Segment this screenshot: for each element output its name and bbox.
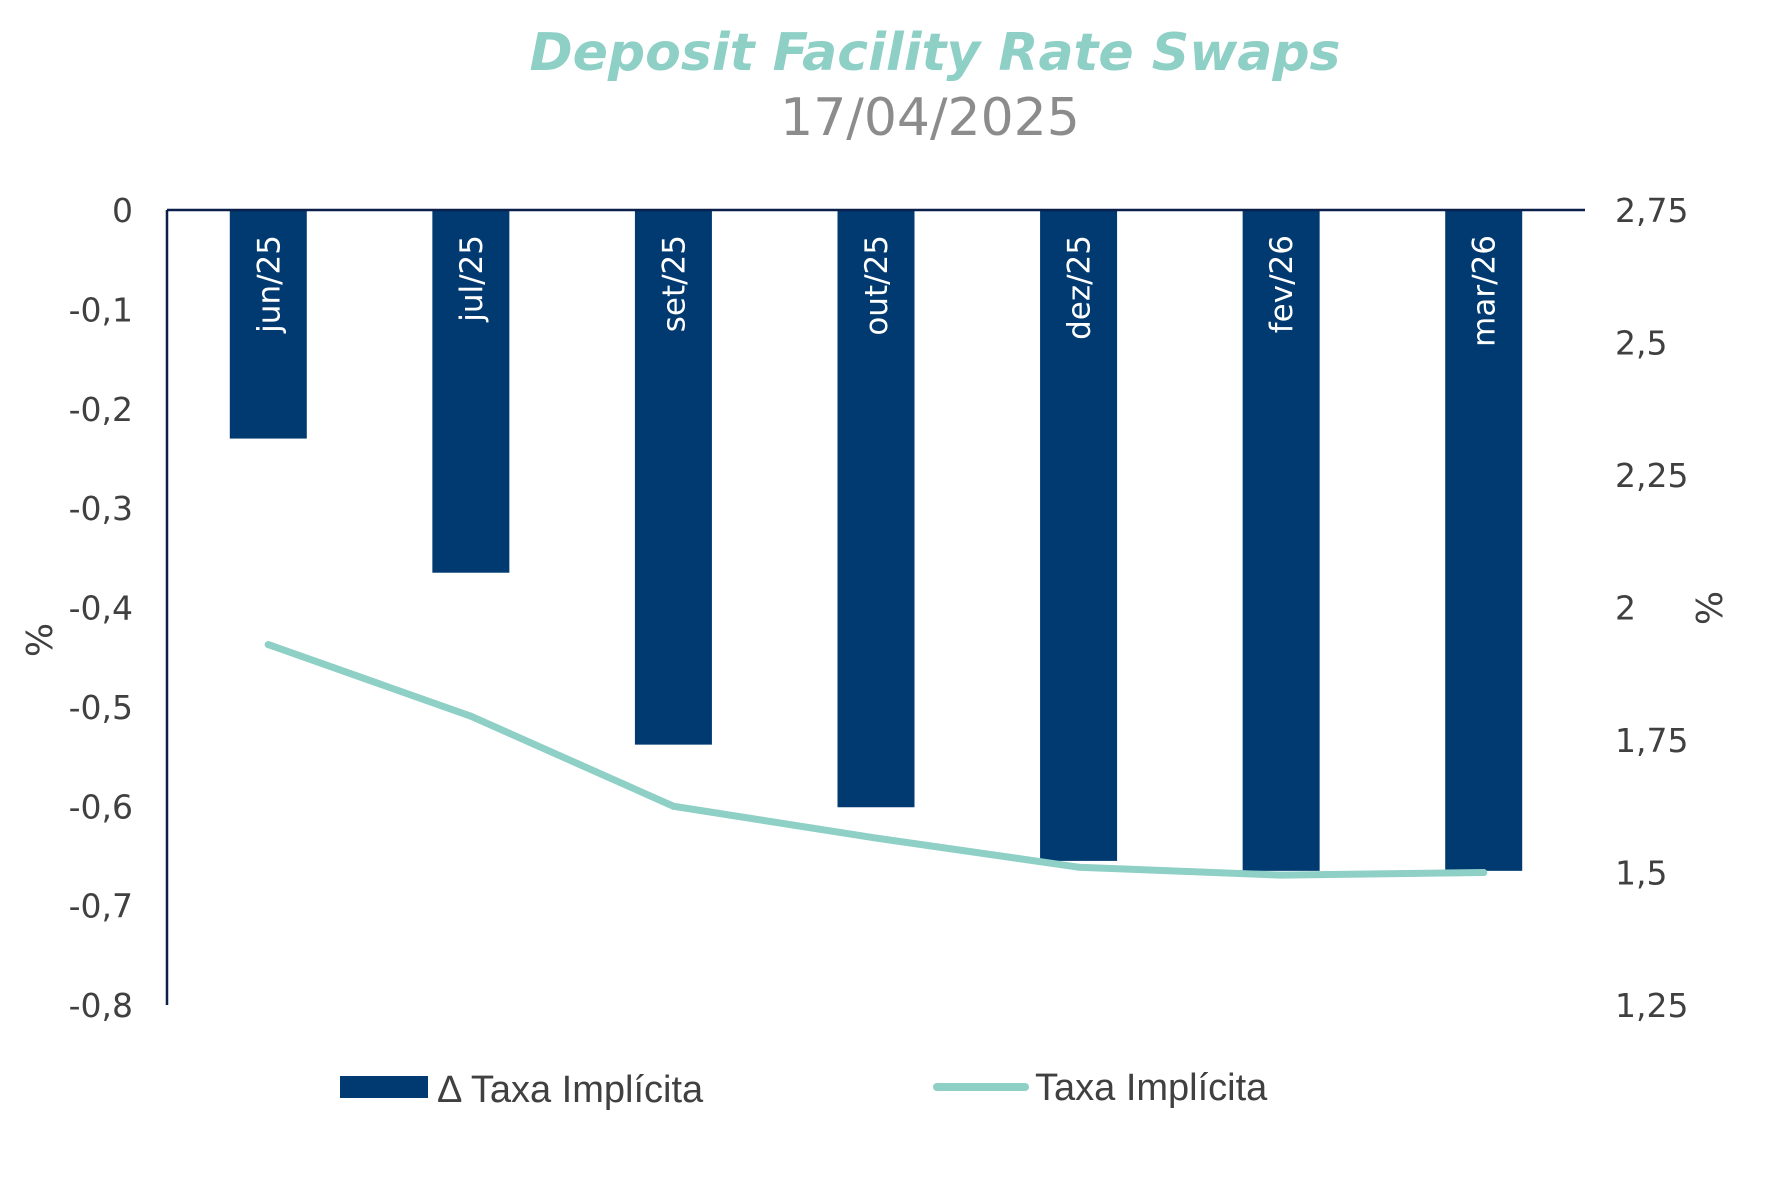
line-point [872, 834, 880, 842]
bar-category-label: jun/25 [251, 235, 287, 334]
y-tick-label: -0,6 [69, 787, 133, 826]
y2-tick-label: 2,75 [1615, 191, 1688, 230]
y2-tick-label: 1,75 [1615, 721, 1688, 760]
y-tick-label: -0,5 [69, 688, 133, 727]
y2-axis-title: % [1690, 591, 1731, 625]
bar-out-25 [837, 210, 915, 808]
line-point [1277, 871, 1285, 879]
line-group [264, 641, 1488, 879]
line-point [264, 641, 272, 649]
y-tick-label: -0,2 [69, 390, 133, 429]
axes-group [165, 208, 1585, 1005]
left-axis-ticks: 0 -0,1 -0,2 -0,3 -0,4 -0,5 -0,6 -0,7 -0,8 [69, 191, 133, 1025]
chart-subtitle: 17/04/2025 [780, 88, 1080, 148]
y2-tick-label: 2,25 [1615, 456, 1688, 495]
line-point [1480, 869, 1488, 876]
bar-category-label: out/25 [859, 235, 895, 336]
y-tick-label: 0 [112, 191, 133, 230]
y-tick-label: -0,8 [69, 986, 133, 1025]
bar-set-25 [634, 210, 712, 745]
legend: Δ Taxa Implícita Taxa Implícita [340, 1067, 1268, 1111]
y-tick-label: -0,4 [69, 589, 133, 628]
bar-dez-25 [1040, 210, 1118, 861]
chart-title: Deposit Facility Rate Swaps [529, 23, 1340, 83]
bar-category-label: set/25 [656, 235, 692, 332]
y-axis-title: % [20, 623, 61, 657]
bar-category-label: mar/26 [1467, 235, 1503, 347]
y2-tick-label: 1,5 [1615, 854, 1667, 893]
legend-line-label: Taxa Implícita [1035, 1067, 1268, 1109]
y-tick-label: -0,3 [69, 489, 133, 528]
legend-bar-swatch [340, 1076, 428, 1098]
line-point [669, 802, 677, 810]
bar-category-label: dez/25 [1062, 235, 1098, 340]
bar-jul-25 [432, 210, 510, 573]
line-point [1075, 863, 1083, 871]
y2-tick-label: 1,25 [1615, 986, 1688, 1025]
y2-tick-label: 2 [1615, 589, 1636, 628]
bar-category-label: fev/26 [1264, 235, 1300, 333]
right-axis-ticks: 2,75 2,5 2,25 2 1,75 1,5 1,25 [1615, 191, 1688, 1025]
bar-category-label: jul/25 [454, 235, 490, 323]
legend-bar-label: Δ Taxa Implícita [437, 1069, 704, 1111]
line-point [467, 712, 475, 720]
y-tick-label: -0,1 [69, 290, 133, 329]
bar-fev-26 [1242, 210, 1320, 871]
y2-tick-label: 2,5 [1615, 324, 1667, 363]
bars-group: jun/25 jul/25 set/25 out/25 dez/25 fev/26 mar/… [229, 210, 1523, 871]
bar-jun-25 [229, 210, 307, 439]
y-tick-label: -0,7 [69, 887, 133, 926]
bar-mar-26 [1445, 210, 1523, 871]
